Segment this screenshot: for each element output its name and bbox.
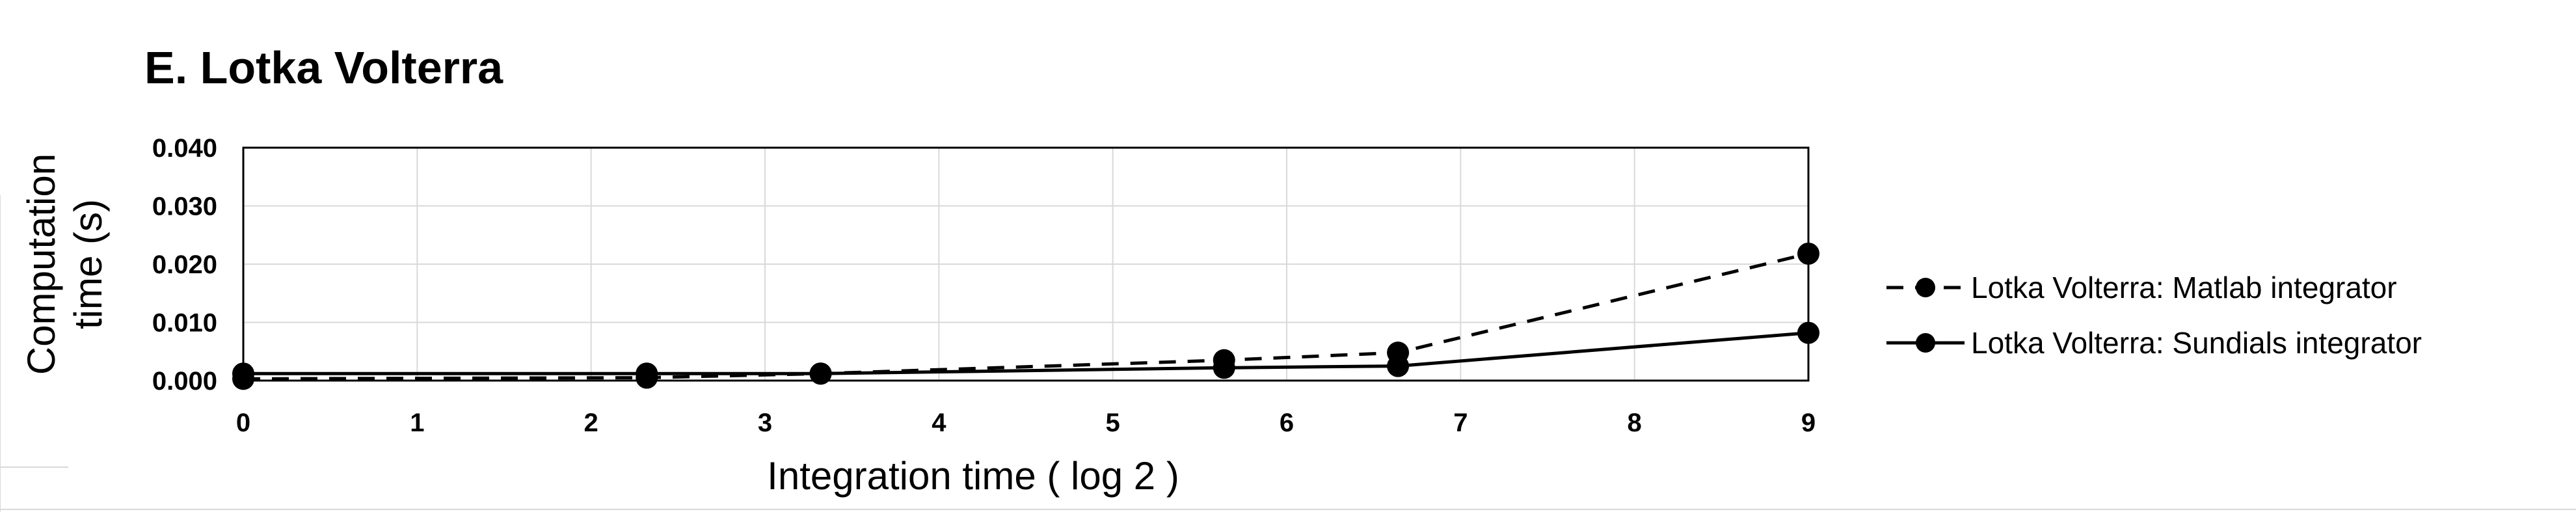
data-point <box>1797 242 1819 265</box>
series-line <box>243 252 1809 381</box>
data-point <box>1387 355 1410 377</box>
x-tick-label: 9 <box>1801 409 1816 437</box>
data-point <box>232 362 254 385</box>
data-point <box>1213 357 1235 379</box>
x-axis-title: Integration time ( log 2 ) <box>767 454 1179 498</box>
data-point <box>809 362 832 385</box>
x-tick-label: 7 <box>1453 409 1468 437</box>
grid <box>243 147 1809 381</box>
x-tick-label: 1 <box>410 409 424 437</box>
chart-title: E. Lotka Volterra <box>144 42 503 93</box>
y-axis-title-line-2: time (s) <box>66 199 110 329</box>
x-tick-label: 3 <box>758 409 772 437</box>
y-axis-title-line-1: Computation <box>20 154 63 375</box>
legend-label-sundials: Lotka Volterra: Sundials integrator <box>1971 326 2422 360</box>
legend-item-sundials: Lotka Volterra: Sundials integrator <box>1886 326 2422 360</box>
legend-item-matlab: Lotka Volterra: Matlab integrator <box>1886 271 2397 304</box>
series-line <box>243 331 1809 375</box>
x-tick-label: 6 <box>1280 409 1294 437</box>
y-tick-label: 0.030 <box>152 193 217 221</box>
x-tick-label: 0 <box>236 409 250 437</box>
x-tick-label: 8 <box>1628 409 1642 437</box>
legend-marker-matlab <box>1916 278 1935 297</box>
legend: Lotka Volterra: Matlab integrator Lotka … <box>1886 271 2422 360</box>
data-point <box>1797 321 1819 344</box>
x-tick-labels: 0 1 2 3 4 5 6 7 8 9 <box>236 409 1816 437</box>
legend-label-matlab: Lotka Volterra: Matlab integrator <box>1971 271 2397 304</box>
y-tick-label: 0.000 <box>152 367 217 396</box>
legend-marker-sundials <box>1916 333 1935 353</box>
y-tick-labels: 0.000 0.010 0.020 0.030 0.040 <box>152 134 217 396</box>
series <box>232 242 1819 390</box>
left-edge-frame <box>0 195 2576 512</box>
y-tick-label: 0.040 <box>152 134 217 163</box>
series-1 <box>232 321 1819 385</box>
y-tick-label: 0.010 <box>152 309 217 338</box>
data-point <box>636 362 658 385</box>
x-tick-label: 2 <box>584 409 598 437</box>
x-tick-label: 4 <box>932 409 946 437</box>
y-axis-title: Computation time (s) <box>20 154 110 375</box>
x-tick-label: 5 <box>1106 409 1120 437</box>
y-tick-label: 0.020 <box>152 250 217 279</box>
